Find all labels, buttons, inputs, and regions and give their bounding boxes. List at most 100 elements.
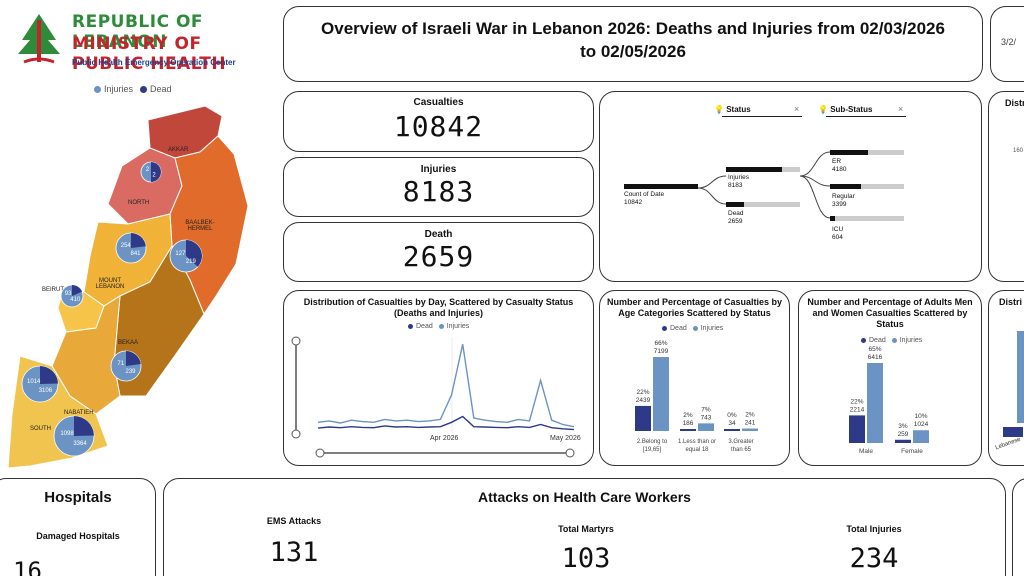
status-header[interactable]: 💡 Status bbox=[714, 105, 751, 114]
tree-injuries-bar[interactable] bbox=[726, 167, 800, 172]
age-bar-dead[interactable] bbox=[680, 429, 696, 431]
series-line-dead[interactable] bbox=[317, 415, 575, 431]
adults-chart-card[interactable]: Number and Percentage of Adults Men and … bbox=[798, 290, 982, 466]
map-label-nabatieh: NABATIEH bbox=[64, 410, 94, 416]
injuries-kpi-value: 8183 bbox=[402, 175, 475, 208]
daily-chart-card[interactable]: Distribution of Casualties by Day, Scatt… bbox=[283, 290, 594, 466]
attacks-title: Attacks on Health Care Workers bbox=[478, 489, 691, 505]
age-legend-injuries: Injuries bbox=[700, 325, 724, 332]
map-legend: Injuries Dead bbox=[94, 84, 172, 94]
tree-er-bar[interactable] bbox=[830, 150, 904, 155]
adults-bar-data-label: 3% bbox=[898, 423, 908, 430]
page-title-line1: Overview of Israeli War in Lebanon 2026:… bbox=[321, 19, 945, 38]
page-title-line2: to 02/05/2026 bbox=[580, 42, 686, 61]
age-bar-data-label: 2% bbox=[683, 412, 693, 419]
tree-icu-label: ICU bbox=[832, 226, 844, 233]
status-close-icon[interactable]: × bbox=[794, 104, 800, 114]
map-legend-injuries: Injuries bbox=[104, 84, 134, 94]
age-bar-data-label: 66% bbox=[654, 340, 667, 347]
logo-line3: Public Health Emergency Operation Center bbox=[72, 58, 236, 67]
age-category-label: equal 18 bbox=[685, 447, 709, 453]
slider-handle-left[interactable] bbox=[315, 448, 325, 458]
death-card: Death 2659 bbox=[283, 222, 594, 282]
right-card-tick: 160 bbox=[1013, 148, 1024, 154]
tree-root-bar[interactable] bbox=[624, 184, 698, 189]
age-chart-card[interactable]: Number and Percentage of Casualties by A… bbox=[599, 290, 790, 466]
adults-bar-injuries[interactable] bbox=[913, 430, 929, 443]
adults-bar-injuries[interactable] bbox=[867, 363, 883, 443]
date-slicer[interactable]: 3/2/ bbox=[990, 6, 1024, 82]
age-bar-data-label: 0% bbox=[727, 412, 737, 419]
substatus-header[interactable]: 💡 Sub-Status bbox=[818, 105, 872, 114]
age-bar-dead[interactable] bbox=[724, 429, 740, 431]
adults-bar-dead[interactable] bbox=[849, 415, 865, 443]
injuries-dot-icon bbox=[438, 324, 444, 329]
map-legend-dead: Dead bbox=[150, 84, 172, 94]
age-bar-data-label: 2439 bbox=[636, 397, 651, 404]
age-bar-data-label: 186 bbox=[683, 420, 694, 427]
tree-regular-bar[interactable] bbox=[830, 184, 904, 189]
injuries-dot-icon bbox=[692, 326, 698, 331]
tree-root-label: Count of Date bbox=[624, 191, 665, 198]
age-chart-title: Number and Percentage of Casualties by A… bbox=[606, 297, 783, 318]
age-category-label: than 65 bbox=[731, 447, 752, 453]
adults-bar-data-label: 1024 bbox=[914, 421, 929, 428]
adults-bar-chart[interactable]: 22%2214 65%6416 Male 3%259 10%1024 Female bbox=[799, 291, 982, 466]
age-bar-data-label: 743 bbox=[701, 414, 712, 421]
age-bar-data-label: 7% bbox=[701, 406, 711, 413]
slider-handle-right[interactable] bbox=[565, 448, 575, 458]
map-label-north: NORTH bbox=[128, 200, 150, 206]
lebanon-map[interactable] bbox=[0, 96, 270, 476]
age-legend: Dead Injuries bbox=[662, 325, 723, 332]
age-bar-data-label: 34 bbox=[728, 420, 736, 427]
casualties-value: 10842 bbox=[393, 110, 484, 143]
age-bar-injuries[interactable] bbox=[653, 357, 669, 431]
slider-handle-top[interactable] bbox=[291, 336, 301, 346]
date-slicer-value: 3/2/ bbox=[1001, 37, 1017, 47]
tree-dead-bar[interactable] bbox=[726, 202, 800, 207]
tree-dead-value: 2659 bbox=[728, 218, 743, 225]
dead-dot-icon bbox=[861, 338, 866, 343]
tree-regular-label: Regular bbox=[832, 193, 855, 200]
tree-injuries-label: Injuries bbox=[728, 174, 749, 181]
death-kpi-value: 2659 bbox=[402, 240, 475, 273]
injuries-kpi-label: Injuries bbox=[420, 164, 457, 175]
daily-line-chart[interactable] bbox=[284, 291, 594, 466]
age-category-label: 1.Less than or bbox=[678, 439, 716, 445]
right-edge-card-bottom bbox=[1012, 478, 1024, 576]
dead-dot-icon bbox=[408, 324, 413, 329]
adults-bar-dead[interactable] bbox=[895, 439, 911, 443]
casualties-label: Casualties bbox=[413, 97, 464, 108]
tree-regular-value: 3399 bbox=[832, 201, 847, 208]
tree-icu-bar[interactable] bbox=[830, 216, 904, 221]
dead-dot-icon bbox=[662, 326, 667, 331]
tree-root-value: 10842 bbox=[624, 199, 643, 206]
death-kpi-label: Death bbox=[424, 229, 453, 240]
age-bar-dead[interactable] bbox=[635, 405, 651, 431]
map-label-mount-lebanon: MOUNT LEBANON bbox=[95, 278, 125, 290]
slider-handle-bottom[interactable] bbox=[291, 429, 301, 439]
substatus-close-icon[interactable]: × bbox=[898, 104, 904, 114]
title-card: Overview of Israeli War in Lebanon 2026:… bbox=[283, 6, 983, 82]
bulb-icon: 💡 bbox=[818, 105, 828, 114]
tree-dead-label: Dead bbox=[728, 210, 744, 217]
adults-bar-data-label: 65% bbox=[868, 346, 881, 353]
right-card-bar-dark bbox=[1003, 427, 1023, 437]
right-distribution-card-top: Distr 160 bbox=[988, 91, 1024, 282]
age-category-label: [19,65] bbox=[643, 447, 662, 453]
decomposition-tree[interactable]: 💡 Status × 💡 Sub-Status × Count of Date … bbox=[599, 91, 982, 282]
series-line-injuries[interactable] bbox=[317, 344, 575, 428]
dead-dot-icon bbox=[140, 85, 148, 93]
age-bar-injuries[interactable] bbox=[742, 428, 758, 431]
total-martyrs-value: 103 bbox=[561, 543, 611, 574]
adults-bar-data-label: 10% bbox=[914, 413, 927, 420]
total-injuries-value: 234 bbox=[849, 543, 899, 574]
damaged-hospitals-label: Damaged Hospitals bbox=[36, 531, 120, 541]
right-card-mid-label: Lebanese bbox=[994, 436, 1022, 452]
age-bar-injuries[interactable] bbox=[698, 423, 714, 431]
ems-attacks-value: 131 bbox=[269, 537, 319, 568]
age-bar-data-label: 7199 bbox=[654, 348, 669, 355]
right-card-bar bbox=[1017, 331, 1024, 423]
hospitals-card: Hospitals Damaged Hospitals 16 bbox=[0, 478, 156, 576]
